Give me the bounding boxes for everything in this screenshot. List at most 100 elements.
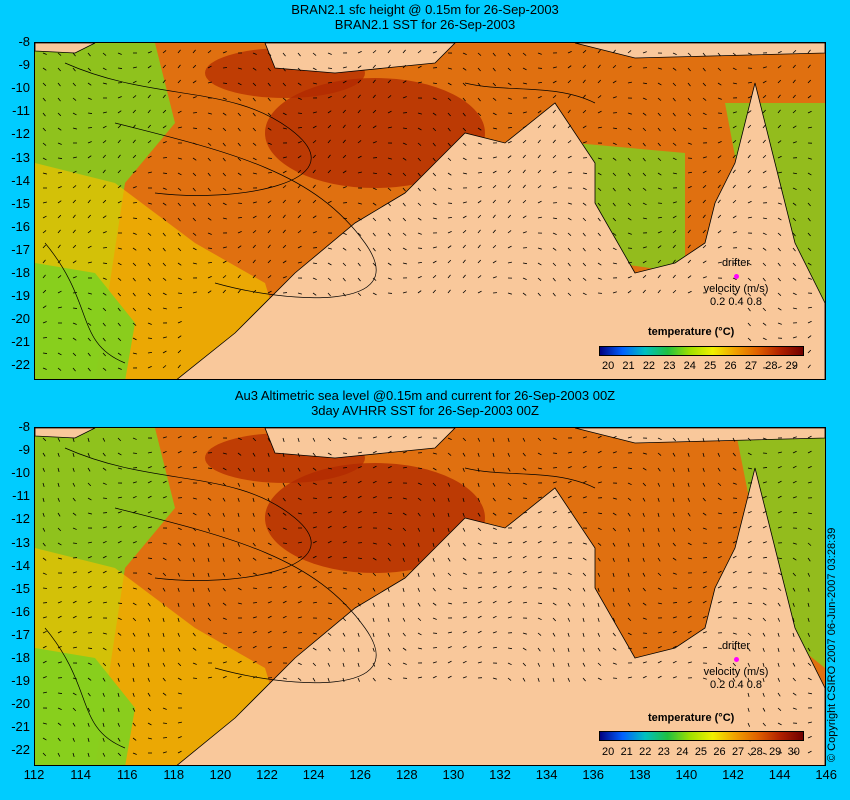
colorbar-tick-label: 22 (639, 746, 652, 758)
colorbar-tick-label: 24 (683, 360, 696, 372)
lat-tick-label: -12 (11, 126, 30, 142)
lat-tick-label: -15 (11, 195, 30, 211)
colorbar-tick-label: 21 (622, 360, 635, 372)
australia-landmass (176, 82, 825, 379)
current-vectors (42, 435, 813, 757)
island-landmass (264, 43, 456, 74)
lat-tick-label: -16 (11, 218, 30, 234)
lon-tick-label: 146 (815, 767, 838, 782)
lat-tick-label: -20 (11, 311, 30, 327)
lat-tick-label: -10 (11, 80, 30, 96)
panel1-title-line1: BRAN2.1 sfc height @ 0.15m for 26-Sep-20… (291, 2, 559, 17)
lon-tick-label: 116 (116, 767, 138, 782)
lon-tick-label: 132 (489, 767, 511, 782)
lon-tick-label: 142 (722, 767, 744, 782)
drifter-label: drifter (721, 640, 751, 652)
colorbar-tick-label: 20 (602, 360, 615, 372)
lat-tick-label: -22 (11, 742, 30, 758)
lon-tick-label: 130 (442, 767, 465, 782)
velocity-label: velocity (m/s) (703, 283, 769, 295)
warm-pool (265, 463, 485, 573)
warm-pool (265, 78, 485, 188)
lat-tick-label: -18 (11, 265, 30, 280)
colorbar-tick-label: 27 (731, 746, 745, 758)
colorbar-tick-label: 27 (744, 360, 758, 372)
lat-tick-label: -10 (11, 465, 30, 481)
panel2-title-line1: Au3 Altimetric sea level @0.15m and curr… (234, 388, 616, 403)
lat-tick-label: -8 (18, 34, 30, 49)
lon-tick-label: 144 (768, 767, 791, 782)
colorbar-tick-label: 22 (642, 360, 656, 372)
legend-title-panel2: temperature (°C) (648, 712, 735, 724)
lat-tick-label: -18 (11, 650, 30, 665)
lon-tick-label: 128 (395, 767, 418, 782)
lon-tick-label: 136 (582, 767, 605, 782)
lon-tick-label: 118 (163, 767, 185, 782)
australia-landmass (176, 467, 825, 765)
lon-tick-label: 140 (675, 767, 698, 782)
velocity-label: velocity (m/s) (703, 666, 769, 678)
colorbar-tick-label: 23 (657, 746, 670, 758)
lat-tick-label: -16 (11, 603, 30, 619)
colorbar-tick-label: 21 (620, 746, 633, 758)
lat-tick-label: -12 (11, 511, 30, 527)
lon-tick-label: 124 (302, 767, 325, 782)
island-landmass (35, 428, 96, 439)
lat-tick-label: -8 (18, 419, 30, 434)
lon-tick-label: 122 (256, 767, 278, 782)
lat-tick-label: -20 (11, 696, 30, 712)
panel1-title-line2: BRAN2.1 SST for 26-Sep-2003 (334, 17, 516, 32)
sst-map-bran (34, 42, 826, 380)
lat-tick-label: -14 (11, 172, 30, 188)
legend-title-panel1: temperature (°C) (648, 326, 735, 338)
lat-tick-label: -17 (11, 241, 30, 257)
lon-tick-label: 134 (535, 767, 558, 782)
sea-level-contours (44, 62, 596, 364)
colorbar-tick-label: 30 (787, 746, 800, 758)
drifter-legend-panel2: drifter velocity (m/s) 0.2 0.4 0.8 (696, 640, 776, 692)
drifter-marker-icon (733, 657, 739, 662)
colorbar-tick-label: 26 (724, 360, 737, 372)
cool-water-region (35, 648, 135, 765)
lat-tick-label: -19 (11, 673, 30, 689)
sst-map-avhrr (34, 427, 826, 766)
lon-tick-label: 114 (70, 767, 91, 782)
velocity-scale: 0.2 0.4 0.8 (710, 296, 762, 308)
lat-tick-label: -21 (11, 334, 30, 350)
colorbar-tick-label: 28 (750, 746, 763, 758)
colorbar-tick-label: 28 (765, 360, 778, 372)
drifter-marker-icon (733, 274, 739, 279)
colorbar-labels-panel1: 20 21 22 23 24 25 26 27 28 29 (602, 360, 798, 372)
lon-tick-label: 120 (209, 767, 232, 782)
drifter-label: drifter (721, 257, 751, 269)
colorbar-tick-label: 20 (602, 746, 615, 758)
island-landmass (574, 428, 825, 444)
drifter-legend-panel1: drifter velocity (m/s) 0.2 0.4 0.8 (696, 257, 776, 309)
lat-tick-label: -13 (11, 534, 30, 550)
current-vectors (42, 49, 813, 372)
lat-tick-label: -11 (12, 488, 30, 504)
copyright-notice: © Copyright CSIRO 2007 06-Jun-2007 03:28… (826, 527, 838, 762)
lat-tick-label: -11 (12, 103, 30, 119)
lat-tick-label: -21 (11, 719, 30, 735)
cool-water-region (575, 143, 685, 273)
velocity-scale: 0.2 0.4 0.8 (710, 679, 762, 691)
lat-tick-label: -14 (11, 557, 30, 573)
island-landmass (35, 43, 96, 54)
lat-tick-label: -19 (11, 288, 30, 304)
colorbar-tick-label: 29 (785, 360, 798, 372)
colorbar-tick-label: 25 (704, 360, 717, 372)
lat-tick-label: -13 (11, 149, 30, 165)
colorbar-panel2 (599, 731, 804, 741)
colorbar-tick-label: 24 (676, 746, 689, 758)
lon-tick-label: 126 (349, 767, 372, 782)
colorbar-tick-label: 25 (694, 746, 708, 758)
panel2-title-line2: 3day AVHRR SST for 26-Sep-2003 00Z (311, 403, 539, 418)
lon-tick-label: 138 (628, 767, 651, 782)
colorbar-tick-label: 29 (769, 746, 782, 758)
colorbar-tick-label: 26 (713, 746, 726, 758)
lat-tick-label: -15 (11, 580, 30, 596)
lat-tick-label: -9 (18, 57, 30, 73)
lat-tick-label: -22 (11, 357, 30, 373)
lat-tick-label: -17 (11, 626, 30, 642)
